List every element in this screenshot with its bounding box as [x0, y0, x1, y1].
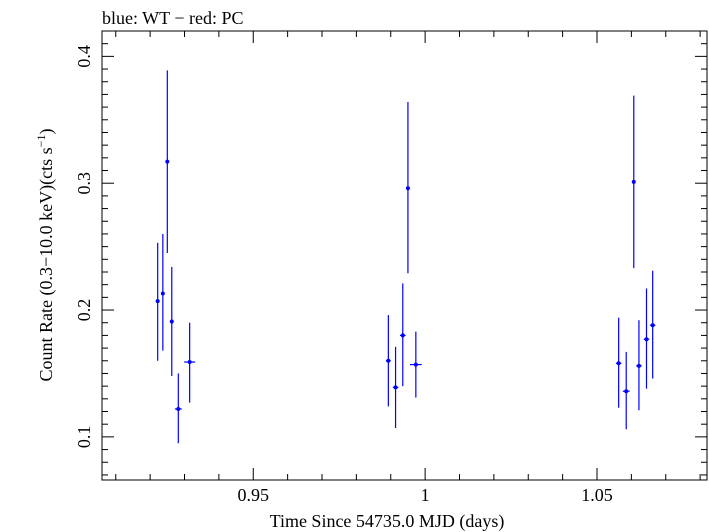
y-tick-label: 0.2	[74, 299, 94, 322]
point-marker	[176, 406, 181, 411]
point-marker	[169, 319, 174, 324]
x-tick-label: 0.95	[238, 485, 270, 505]
data-point	[174, 373, 182, 444]
point-marker	[160, 291, 165, 296]
point-marker	[624, 389, 629, 394]
y-axis-label-close: )	[36, 129, 57, 135]
data-point	[615, 317, 622, 408]
data-point	[165, 70, 170, 253]
data-point	[405, 102, 410, 274]
axis-tick-labels: 0.95 1 1.05 0.1 0.2 0.3 0.4	[74, 45, 613, 505]
data-point	[392, 346, 399, 428]
data-point	[155, 242, 160, 361]
data-point	[643, 288, 650, 389]
point-marker	[165, 159, 170, 164]
y-axis-label-superscript: −1	[34, 135, 48, 148]
y-axis-label-main: Count Rate (0.3−10.0 keV)(cts s	[36, 147, 57, 381]
data-point	[169, 266, 174, 376]
point-marker	[636, 363, 641, 368]
plot-frame	[101, 30, 708, 481]
x-tick-label: 1	[421, 485, 430, 505]
chart-title: blue: WT − red: PC	[102, 8, 243, 28]
data-point	[184, 322, 196, 403]
point-marker	[393, 385, 398, 390]
data-point	[631, 95, 636, 269]
y-tick-label: 0.3	[74, 172, 94, 195]
y-tick-label: 0.4	[74, 45, 94, 68]
data-point	[622, 351, 630, 430]
y-axis-label: Count Rate (0.3−10.0 keV)(cts s−1)	[34, 129, 57, 382]
data-point	[400, 283, 406, 387]
data-point	[410, 331, 422, 398]
point-marker	[644, 337, 649, 342]
data-point	[649, 270, 656, 379]
point-marker	[650, 323, 655, 328]
point-marker	[400, 333, 405, 338]
x-axis-label: Time Since 54735.0 MJD (days)	[270, 511, 505, 532]
point-marker	[187, 360, 192, 365]
point-marker	[413, 362, 418, 367]
point-marker	[405, 186, 410, 191]
y-tick-label: 0.1	[74, 426, 94, 449]
data-point	[160, 233, 165, 351]
x-tick-label: 1.05	[581, 485, 613, 505]
data-point	[636, 320, 642, 411]
point-marker	[155, 299, 160, 304]
data-point	[385, 315, 391, 407]
data-points	[155, 70, 656, 444]
point-marker	[631, 179, 636, 184]
point-marker	[386, 358, 391, 363]
point-marker	[616, 361, 621, 366]
axis-ticks	[102, 30, 707, 480]
